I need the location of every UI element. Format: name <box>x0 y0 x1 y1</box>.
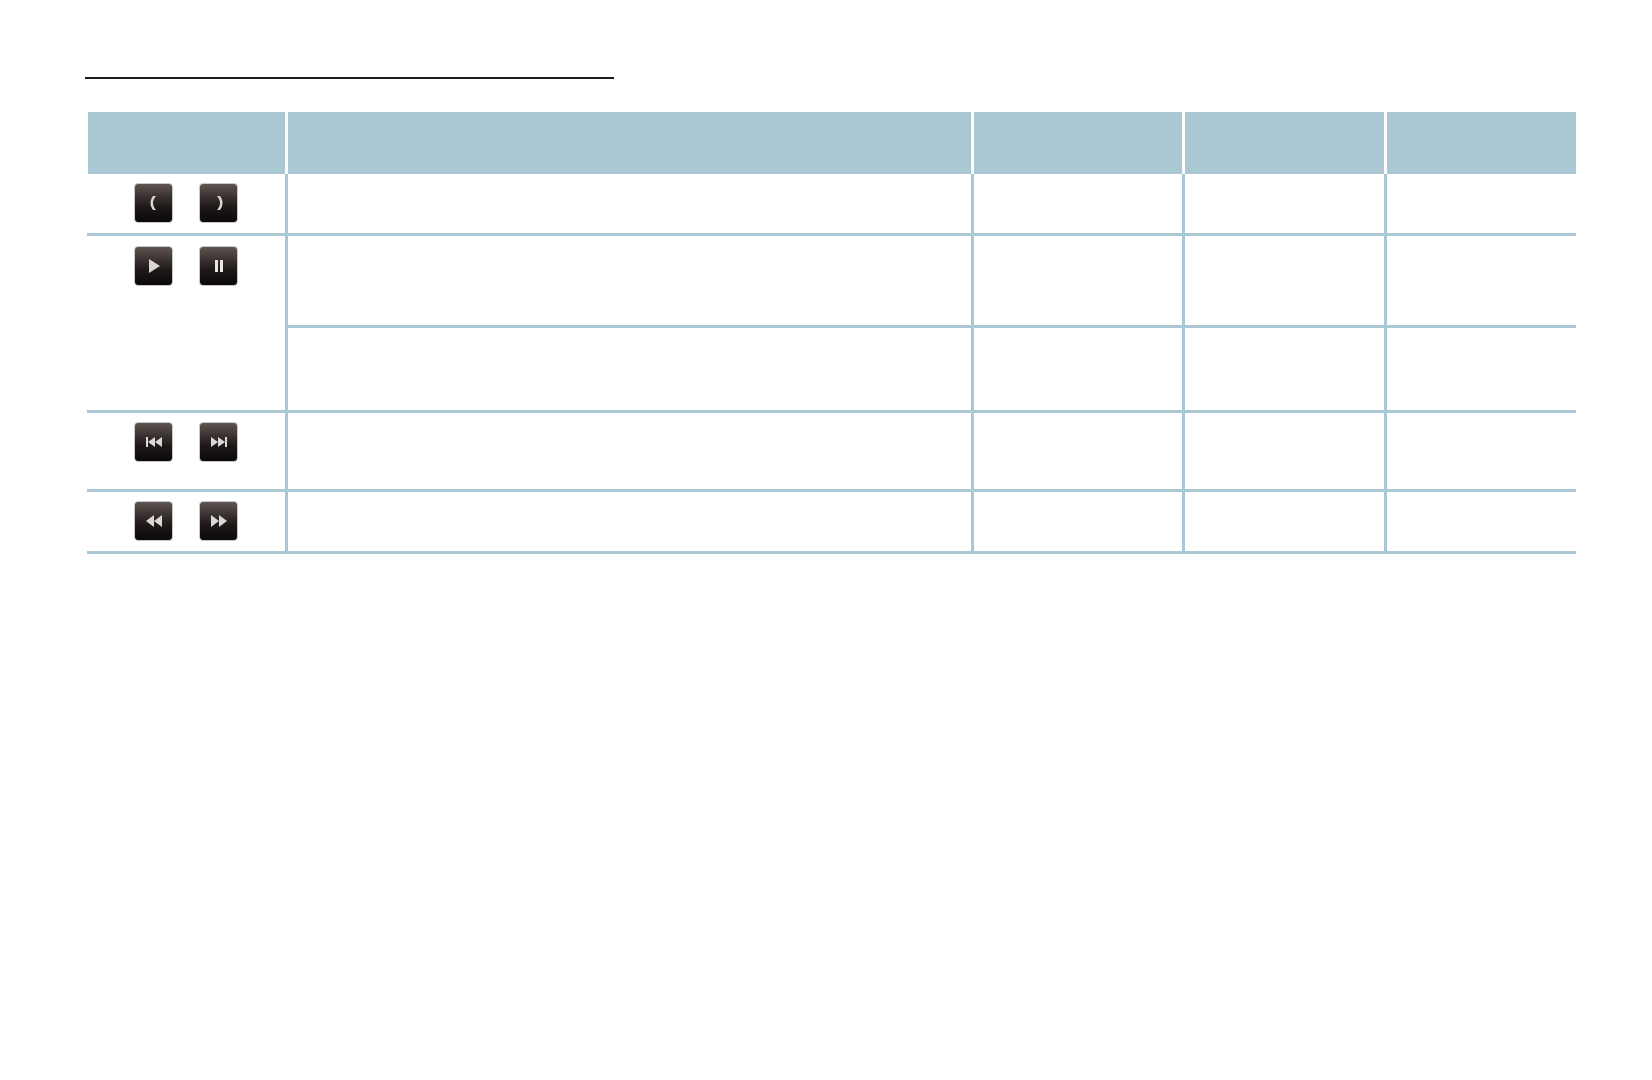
grid-vline <box>1182 174 1185 553</box>
grid-vline <box>971 174 974 553</box>
header-cell-5 <box>1387 112 1576 174</box>
row-divider <box>287 325 1576 328</box>
title-underline <box>85 77 614 79</box>
chevron-right-icon <box>200 184 237 222</box>
skip-next-icon <box>200 423 237 461</box>
grid-vline <box>1384 174 1387 553</box>
grid-vline <box>285 174 288 553</box>
header-cell-2 <box>288 112 971 174</box>
header-cell-3 <box>974 112 1182 174</box>
row-divider <box>87 489 1576 492</box>
chevron-left-icon <box>135 184 172 222</box>
rewind-icon <box>135 502 172 540</box>
row-divider <box>87 410 1576 413</box>
fast-forward-icon <box>200 502 237 540</box>
header-cell-4 <box>1185 112 1384 174</box>
row-divider <box>87 551 1576 554</box>
row-divider <box>87 233 1576 236</box>
pause-icon <box>200 247 237 285</box>
play-icon <box>135 247 172 285</box>
header-cell-1 <box>88 112 285 174</box>
skip-previous-icon <box>135 423 172 461</box>
